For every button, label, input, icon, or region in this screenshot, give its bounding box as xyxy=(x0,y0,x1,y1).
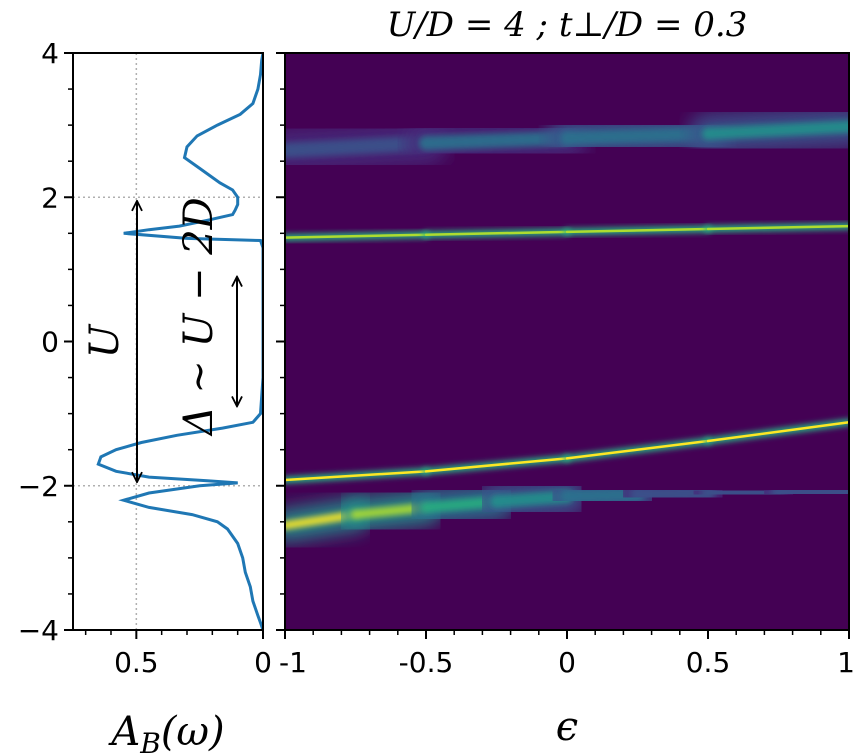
y-tick-label: 4 xyxy=(41,37,59,70)
band-line xyxy=(424,230,569,237)
y-tick-label: −2 xyxy=(18,470,59,503)
x-tick-label: -0.5 xyxy=(399,646,454,679)
gap-annotations: U Δ ∼ U − 2D xyxy=(82,197,237,482)
y-tick-label: 0 xyxy=(41,326,59,359)
heatmap-panel: -1 -0.5 0 0.5 1 ϵ xyxy=(276,52,855,750)
band-core xyxy=(770,483,849,500)
band-line xyxy=(706,224,849,231)
x-tick-label: 1 xyxy=(837,646,855,679)
y-tick-label: −4 xyxy=(18,614,59,647)
left-y-axis: −4 −2 0 2 4 xyxy=(18,37,73,647)
band-core xyxy=(285,135,434,158)
x-tick-label: 0 xyxy=(254,646,272,679)
x-tick-label: 0 xyxy=(558,646,576,679)
chart-title: U/D = 4 ; t⊥/D = 0.3 xyxy=(387,5,748,45)
x-tick-label: 0.5 xyxy=(114,646,159,679)
band-line xyxy=(285,470,428,482)
u-annotation-label: U xyxy=(82,323,128,358)
x-tick-label: -1 xyxy=(279,646,307,679)
left-grid xyxy=(73,53,263,630)
delta-annotation-label: Δ ∼ U − 2D xyxy=(176,197,222,437)
left-x-axis: 0.5 0 xyxy=(84,630,272,679)
band-line xyxy=(565,227,710,234)
band-core xyxy=(560,127,715,145)
band-line xyxy=(285,233,428,239)
band-line xyxy=(706,421,849,443)
band-line xyxy=(565,439,710,460)
right-y-axis-ticks xyxy=(276,52,285,631)
band-core xyxy=(701,120,849,140)
right-x-axis: -1 -0.5 0 0.5 1 xyxy=(279,630,855,679)
band-core xyxy=(418,131,575,151)
left-x-axis-label: AB(ω) xyxy=(107,709,224,756)
heatmap-bands xyxy=(285,106,849,542)
y-tick-label: 2 xyxy=(41,181,59,214)
right-x-axis-label: ϵ xyxy=(556,704,578,750)
band-line xyxy=(424,457,569,473)
ab-spectral-curve xyxy=(96,53,263,630)
x-tick-label: 0.5 xyxy=(686,646,731,679)
